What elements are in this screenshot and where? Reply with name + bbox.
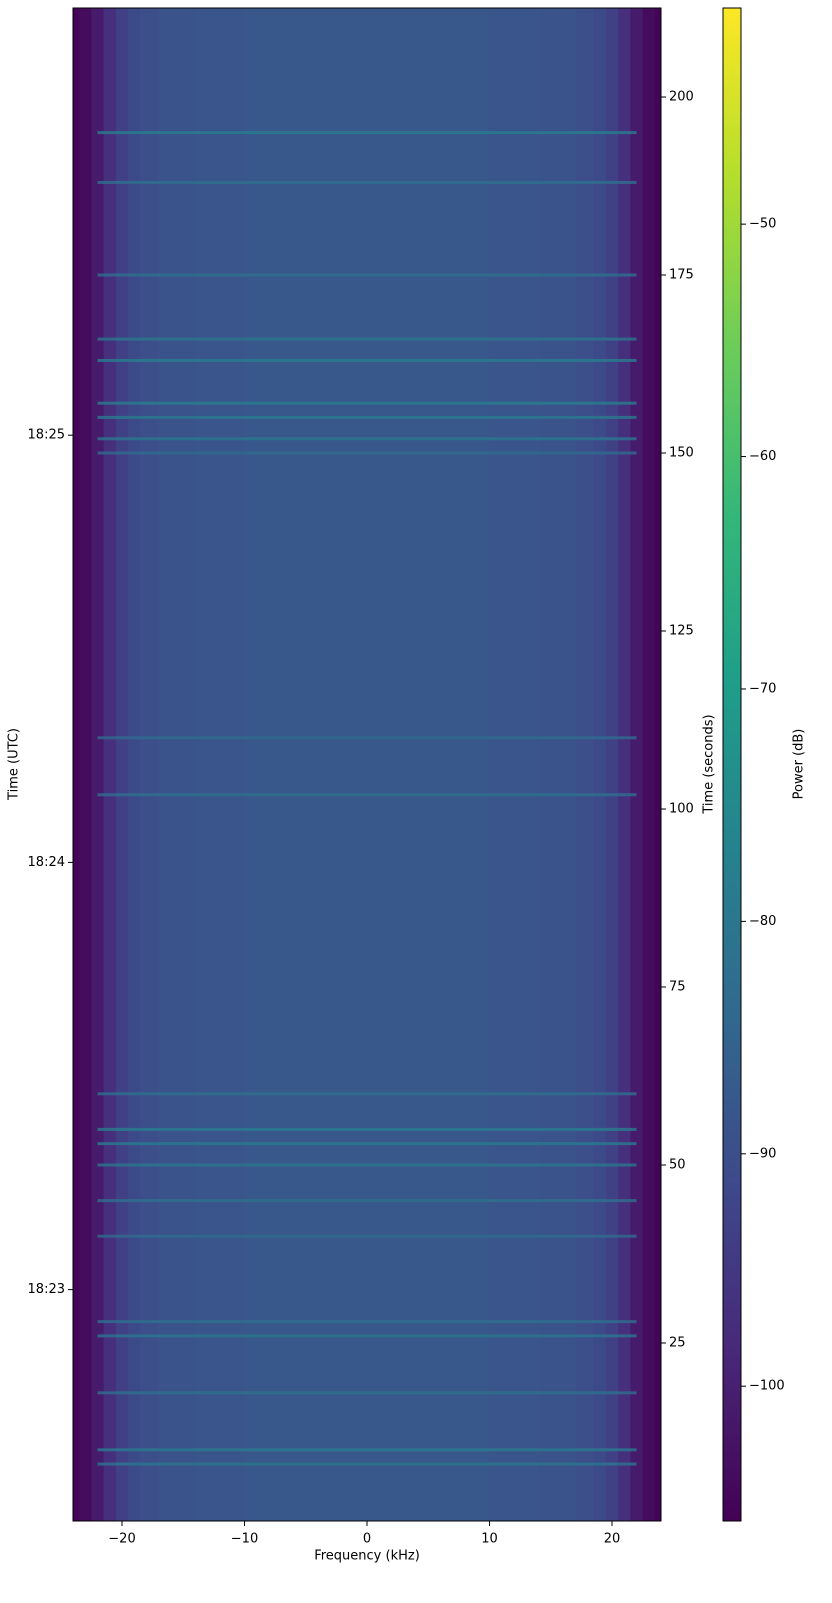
- streak: [97, 736, 637, 740]
- y-tick-label: 18:24: [28, 855, 65, 870]
- y2-tick-label: 125: [669, 624, 694, 639]
- y-axis-label: Time (UTC): [7, 728, 22, 801]
- x-tick-label: 20: [604, 1532, 621, 1547]
- y2-axis-label: Time (seconds): [702, 714, 717, 814]
- spectrum-column: [140, 8, 160, 1521]
- spectrum-column: [654, 8, 661, 1521]
- y2-tick-label: 200: [669, 90, 694, 105]
- spectrum-column: [195, 8, 245, 1521]
- colorbar-tick-label: −90: [749, 1146, 776, 1161]
- streak: [97, 415, 637, 419]
- spectrum-column: [605, 8, 619, 1521]
- y-tick-label: 18:23: [28, 1282, 65, 1297]
- x-tick-label: 10: [481, 1532, 498, 1547]
- spectrum-column: [440, 8, 490, 1521]
- streak: [97, 1127, 637, 1131]
- spectrum-column: [244, 8, 294, 1521]
- streak: [97, 437, 637, 441]
- spectrogram: [73, 8, 661, 1521]
- y2-tick-label: 25: [669, 1336, 686, 1351]
- spectrum-column: [91, 8, 105, 1521]
- streak: [97, 131, 637, 135]
- spectrum-column: [391, 8, 441, 1521]
- streak: [97, 1320, 637, 1324]
- y2-tick-label: 50: [669, 1158, 686, 1173]
- spectrum-column: [103, 8, 117, 1521]
- spectrum-column: [489, 8, 539, 1521]
- x-axis-label: Frequency (kHz): [314, 1549, 420, 1564]
- streak: [97, 337, 637, 341]
- spectrum-column: [630, 8, 644, 1521]
- x-tick-label: −10: [231, 1532, 258, 1547]
- spectrum-column: [158, 8, 196, 1521]
- spectrum-column: [115, 8, 129, 1521]
- spectrum-column: [575, 8, 595, 1521]
- colorbar-tick-label: −80: [749, 914, 776, 929]
- spectrum-column: [538, 8, 576, 1521]
- colorbar-tick-label: −100: [749, 1379, 785, 1394]
- x-tick-label: −20: [108, 1532, 135, 1547]
- x-tick-label: 0: [363, 1532, 371, 1547]
- y2-tick-label: 150: [669, 446, 694, 461]
- streak: [97, 1234, 637, 1238]
- colorbar-tick-label: −50: [749, 217, 776, 232]
- spectrum-column: [79, 8, 92, 1521]
- spectrum-column: [642, 8, 656, 1521]
- streak: [97, 1448, 637, 1452]
- streak: [97, 793, 637, 797]
- streak: [97, 1334, 637, 1338]
- streak: [97, 1092, 637, 1096]
- streak: [97, 180, 637, 184]
- y2-tick-label: 75: [669, 980, 686, 995]
- spectrum-column: [342, 8, 392, 1521]
- streak: [97, 1199, 637, 1203]
- colorbar-tick-label: −60: [749, 449, 776, 464]
- streak: [97, 358, 637, 362]
- streak: [97, 273, 637, 277]
- spectrum-column: [73, 8, 80, 1521]
- streak: [97, 1163, 637, 1167]
- colorbar-label: Power (dB): [792, 729, 807, 800]
- spectrum-column: [128, 8, 141, 1521]
- streak: [97, 401, 637, 405]
- y2-tick-label: 100: [669, 802, 694, 817]
- colorbar-tick-label: −70: [749, 681, 776, 696]
- y2-tick-label: 175: [669, 268, 694, 283]
- y-tick-label: 18:25: [28, 428, 65, 443]
- streak: [97, 1142, 637, 1146]
- streak: [97, 1462, 637, 1466]
- streak: [97, 1391, 637, 1395]
- spectrum-column: [618, 8, 631, 1521]
- streak: [97, 451, 637, 455]
- colorbar: [722, 7, 742, 1522]
- spectrum-column: [593, 8, 607, 1521]
- spectrum-column: [293, 8, 343, 1521]
